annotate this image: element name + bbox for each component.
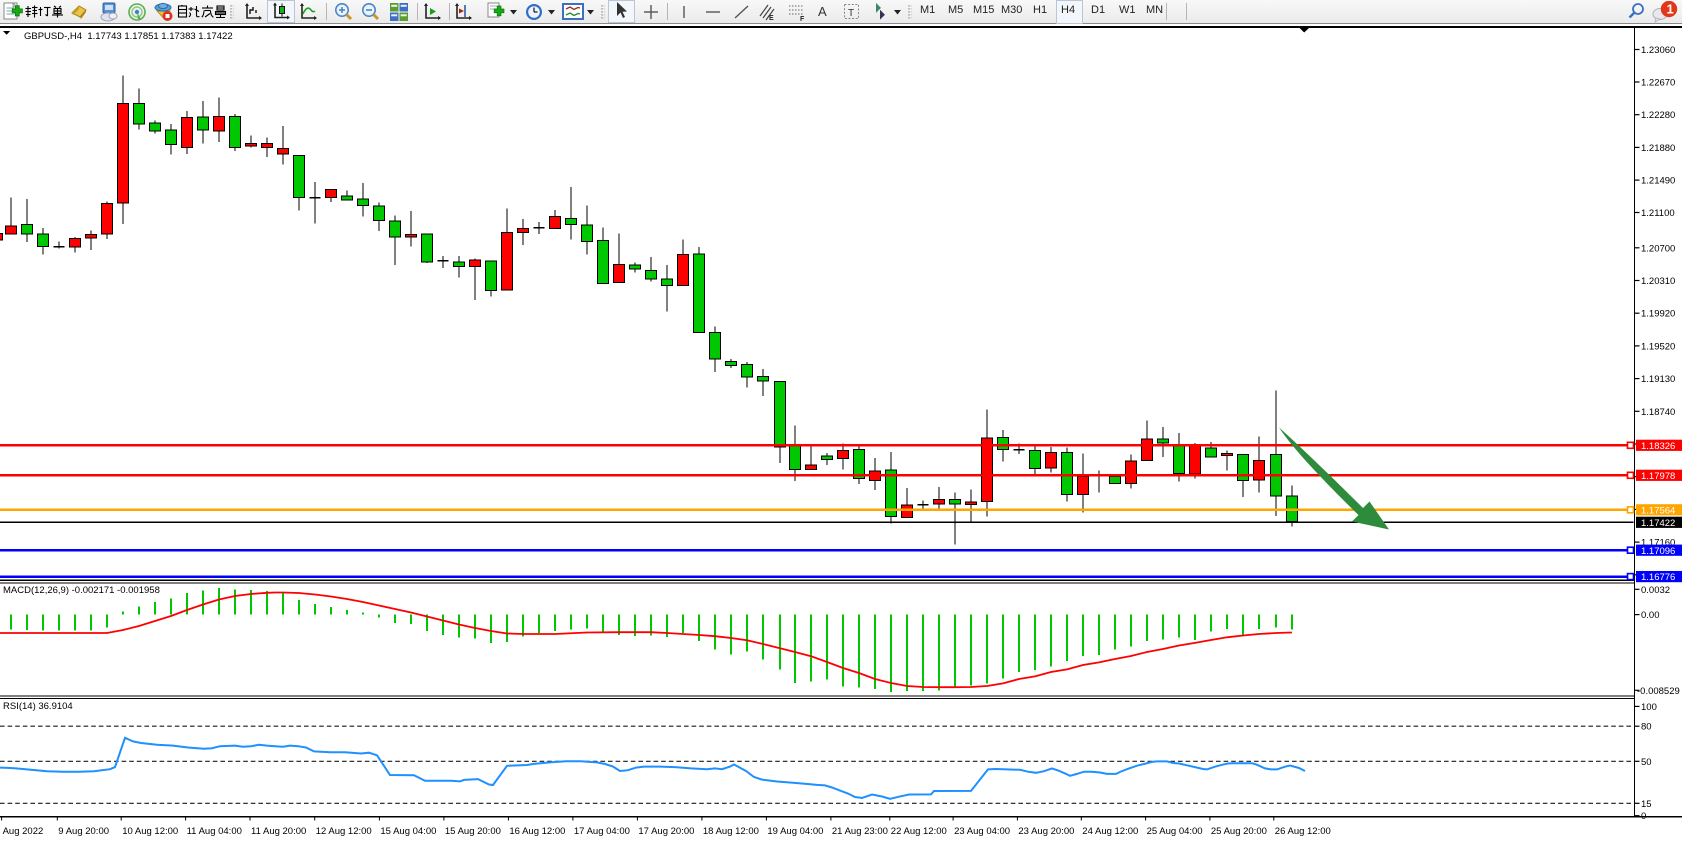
svg-text:15: 15 [1641,799,1652,810]
svg-text:1.21100: 1.21100 [1641,208,1675,219]
svg-text:0: 0 [1641,811,1646,822]
svg-text:16 Aug 12:00: 16 Aug 12:00 [509,826,565,837]
svg-text:19 Aug 04:00: 19 Aug 04:00 [767,826,823,837]
svg-text:-0.008529: -0.008529 [1637,686,1680,697]
svg-text:1: 1 [1667,2,1674,17]
svg-text:15 Aug 04:00: 15 Aug 04:00 [380,826,436,837]
svg-text:1.17564: 1.17564 [1641,505,1675,516]
svg-text:15 Aug 20:00: 15 Aug 20:00 [445,826,501,837]
svg-text:RSI(14) 36.9104: RSI(14) 36.9104 [3,701,73,712]
svg-text:1.21880: 1.21880 [1641,143,1675,154]
svg-text:1.21490: 1.21490 [1641,176,1675,187]
svg-text:17 Aug 04:00: 17 Aug 04:00 [574,826,630,837]
svg-text:1.23060: 1.23060 [1641,45,1675,56]
svg-text:0.0032: 0.0032 [1641,585,1670,596]
svg-text:23 Aug 04:00: 23 Aug 04:00 [954,826,1010,837]
svg-text:10 Aug 12:00: 10 Aug 12:00 [122,826,178,837]
svg-text:1.20700: 1.20700 [1641,243,1675,254]
svg-text:1.22280: 1.22280 [1641,110,1675,121]
svg-text:50: 50 [1641,757,1652,768]
svg-text:26 Aug 12:00: 26 Aug 12:00 [1275,826,1331,837]
svg-text:1.18326: 1.18326 [1641,441,1675,452]
svg-text:25 Aug 04:00: 25 Aug 04:00 [1147,826,1203,837]
svg-text:1.17978: 1.17978 [1641,471,1675,482]
svg-text:1.17096: 1.17096 [1641,546,1675,557]
svg-text:100: 100 [1641,702,1657,713]
svg-text:18 Aug 12:00: 18 Aug 12:00 [703,826,759,837]
svg-text:MACD(12,26,9) -0.002171 -0.001: MACD(12,26,9) -0.002171 -0.001958 [3,585,160,596]
svg-text:1.17422: 1.17422 [1641,518,1675,529]
svg-text:Aug 2022: Aug 2022 [3,826,44,837]
svg-text:1.19130: 1.19130 [1641,374,1675,385]
svg-text:1.19520: 1.19520 [1641,341,1675,352]
svg-text:11 Aug 04:00: 11 Aug 04:00 [187,826,242,837]
svg-text:1.20310: 1.20310 [1641,276,1675,287]
svg-text:GBPUSD-,H4 1.17743 1.17851 1.: GBPUSD-,H4 1.17743 1.17851 1.17383 1.174… [24,31,233,42]
svg-text:11 Aug 20:00: 11 Aug 20:00 [251,826,306,837]
svg-text:1.17160: 1.17160 [1641,538,1675,549]
svg-text:1.19920: 1.19920 [1641,309,1675,320]
svg-text:1.22670: 1.22670 [1641,78,1675,89]
svg-text:1.16776: 1.16776 [1641,572,1675,583]
svg-text:0.00: 0.00 [1641,610,1660,621]
svg-text:22 Aug 12:00: 22 Aug 12:00 [891,826,947,837]
svg-text:24 Aug 12:00: 24 Aug 12:00 [1082,826,1138,837]
svg-text:12 Aug 12:00: 12 Aug 12:00 [316,826,372,837]
svg-text:E: E [769,15,774,22]
svg-text:17 Aug 20:00: 17 Aug 20:00 [638,826,694,837]
svg-text:T: T [848,8,854,19]
svg-text:21 Aug 23:00: 21 Aug 23:00 [832,826,888,837]
svg-text:F: F [800,16,805,22]
svg-text:9 Aug 20:00: 9 Aug 20:00 [58,826,109,837]
svg-text:80: 80 [1641,722,1652,733]
svg-text:1.18740: 1.18740 [1641,407,1675,418]
svg-text:23 Aug 20:00: 23 Aug 20:00 [1018,826,1074,837]
svg-text:25 Aug 20:00: 25 Aug 20:00 [1211,826,1267,837]
